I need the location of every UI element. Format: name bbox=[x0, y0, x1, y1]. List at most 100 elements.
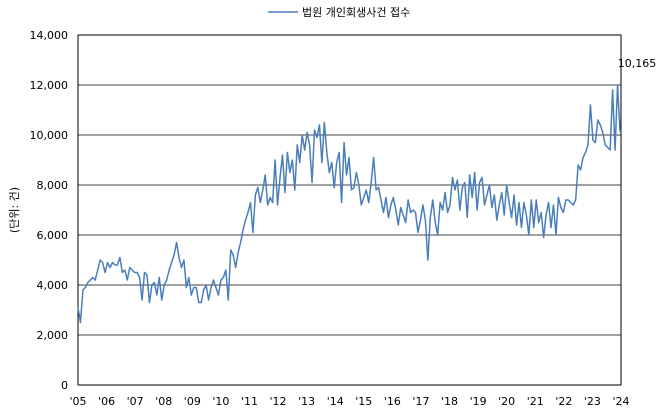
data-point bbox=[373, 156, 375, 159]
data-point bbox=[469, 174, 471, 176]
data-point bbox=[106, 261, 109, 264]
plot-area bbox=[77, 34, 622, 386]
data-point bbox=[530, 199, 532, 201]
data-point bbox=[264, 174, 266, 176]
data-point bbox=[247, 211, 249, 214]
data-point bbox=[190, 294, 192, 296]
data-point bbox=[550, 226, 552, 229]
data-point bbox=[481, 176, 483, 179]
data-point bbox=[543, 236, 545, 239]
data-point bbox=[508, 201, 510, 204]
data-point bbox=[210, 286, 212, 289]
x-tick-label: '17 bbox=[412, 395, 429, 408]
data-point bbox=[387, 216, 390, 219]
data-point bbox=[417, 231, 419, 234]
data-point bbox=[577, 164, 579, 166]
data-point bbox=[395, 209, 397, 211]
data-point bbox=[274, 159, 276, 161]
data-point bbox=[385, 196, 387, 199]
data-point bbox=[193, 286, 195, 289]
data-point bbox=[171, 261, 173, 264]
x-tick-label: '10 bbox=[212, 395, 229, 408]
data-point bbox=[454, 189, 456, 191]
data-point bbox=[476, 209, 478, 211]
data-point bbox=[207, 299, 210, 301]
data-point bbox=[565, 199, 567, 201]
data-point bbox=[582, 156, 584, 159]
data-point bbox=[390, 204, 392, 206]
data-point bbox=[402, 214, 404, 216]
data-point bbox=[348, 156, 350, 159]
y-axis-label: (단위: 건) bbox=[8, 187, 21, 233]
data-point bbox=[84, 286, 86, 289]
data-point bbox=[338, 151, 340, 154]
data-point bbox=[377, 186, 380, 189]
legend-label: 법원 개인회생사건 접수 bbox=[302, 6, 410, 19]
x-tick-label: '18 bbox=[441, 395, 458, 408]
x-axis-ticks: '05 '06 '07 '08 '09 '10 '11 '12 '13 '14 '15 '16 '17 '… bbox=[69, 395, 629, 408]
data-point bbox=[124, 269, 126, 271]
data-point bbox=[368, 201, 370, 204]
y-tick-label: 12,000 bbox=[30, 79, 69, 92]
data-point bbox=[185, 286, 187, 289]
data-point bbox=[304, 149, 306, 151]
data-point bbox=[461, 186, 463, 189]
data-point bbox=[570, 201, 572, 204]
data-point bbox=[269, 196, 271, 199]
data-point bbox=[308, 144, 311, 146]
data-point bbox=[589, 104, 592, 106]
data-point bbox=[102, 261, 104, 264]
data-point bbox=[471, 196, 473, 199]
data-point bbox=[306, 131, 308, 134]
data-point bbox=[222, 276, 224, 279]
data-point bbox=[114, 264, 116, 266]
data-point bbox=[419, 219, 422, 221]
data-point bbox=[604, 144, 606, 146]
data-point bbox=[478, 181, 481, 184]
data-point bbox=[614, 149, 616, 151]
data-point bbox=[488, 184, 491, 186]
data-point bbox=[538, 221, 540, 224]
data-point bbox=[424, 219, 426, 221]
data-point bbox=[552, 204, 555, 206]
data-point bbox=[279, 176, 281, 179]
data-point bbox=[175, 241, 178, 244]
data-point bbox=[259, 201, 261, 204]
data-point bbox=[242, 229, 244, 231]
last-value-annotation: 10,165 bbox=[618, 57, 657, 70]
data-point bbox=[328, 171, 330, 174]
data-point bbox=[254, 194, 256, 196]
x-tick-label: '06 bbox=[98, 395, 115, 408]
data-point bbox=[215, 286, 217, 289]
data-point bbox=[427, 259, 429, 261]
data-point bbox=[557, 196, 560, 199]
series-line bbox=[77, 84, 621, 324]
data-point bbox=[513, 194, 515, 196]
data-point bbox=[466, 216, 468, 219]
y-tick-label: 0 bbox=[61, 379, 68, 392]
y-tick-label: 2,000 bbox=[37, 329, 69, 342]
data-point bbox=[355, 171, 357, 174]
y-tick-label: 14,000 bbox=[30, 29, 69, 42]
data-point bbox=[358, 184, 360, 186]
data-point bbox=[619, 130, 621, 132]
data-point bbox=[343, 141, 345, 144]
data-point bbox=[289, 171, 291, 174]
data-point bbox=[444, 191, 446, 194]
data-point bbox=[109, 266, 111, 269]
x-tick-label: '24 bbox=[612, 395, 629, 408]
data-point bbox=[341, 201, 343, 204]
legend: 법원 개인회생사건 접수 bbox=[268, 6, 410, 19]
data-point bbox=[227, 299, 229, 301]
x-tick-label: '13 bbox=[298, 395, 315, 408]
data-point bbox=[515, 224, 518, 226]
data-point bbox=[286, 151, 289, 154]
gridlines bbox=[78, 84, 621, 336]
data-point bbox=[382, 211, 385, 214]
data-point bbox=[291, 159, 293, 161]
data-point bbox=[244, 219, 247, 221]
data-point bbox=[141, 299, 143, 301]
data-point bbox=[365, 189, 367, 191]
data-point bbox=[195, 286, 197, 289]
data-point bbox=[294, 189, 296, 191]
